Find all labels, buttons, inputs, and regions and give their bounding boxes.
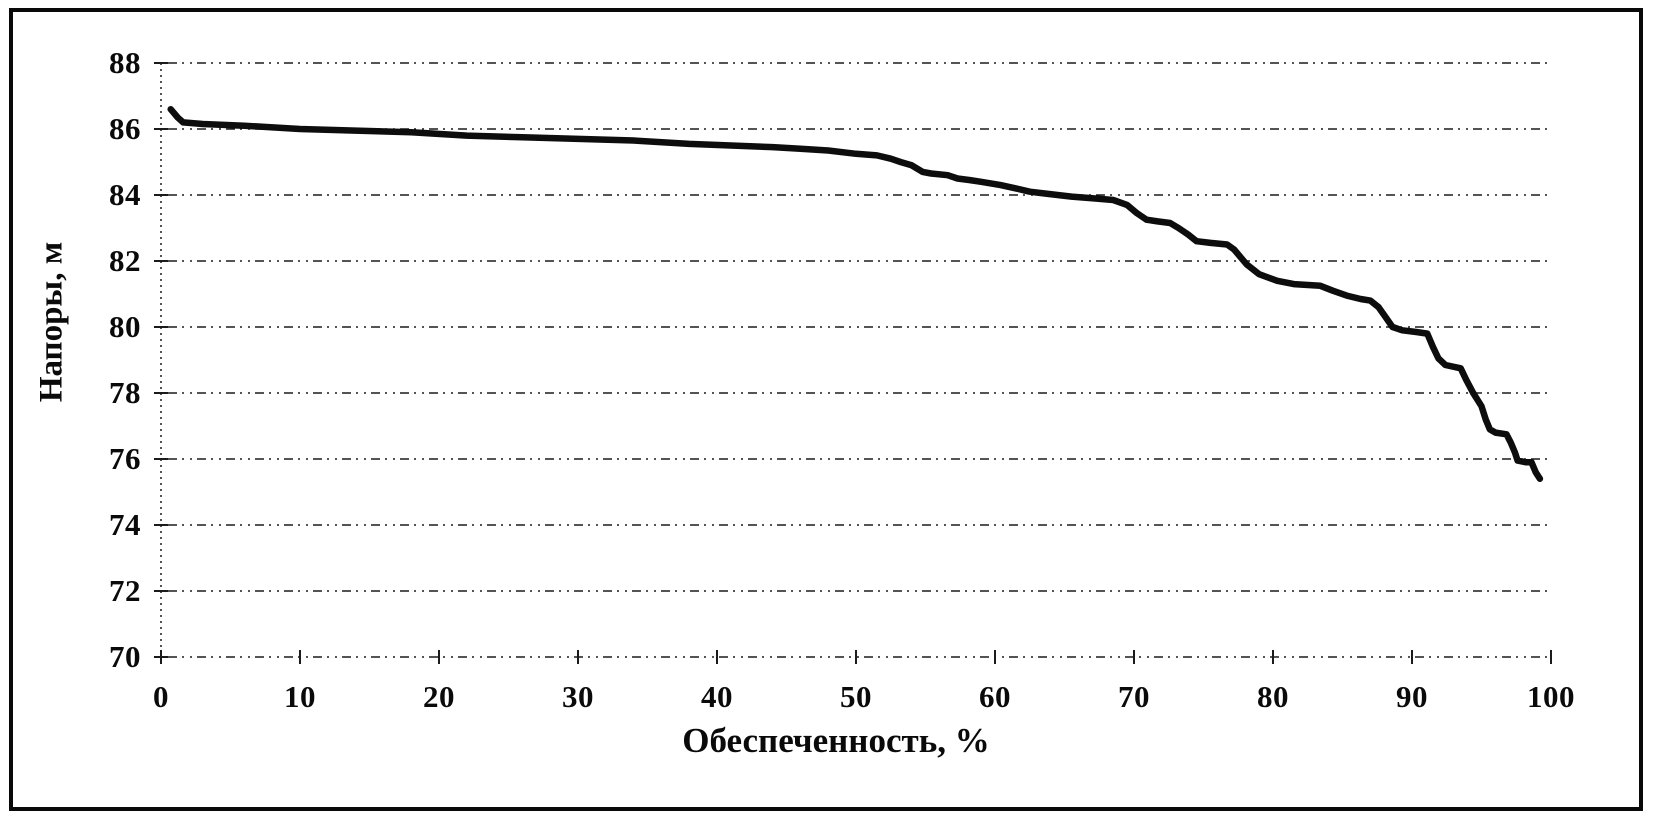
- x-tick-label: 0: [153, 679, 169, 714]
- y-tick-label: 86: [109, 111, 141, 146]
- y-tick-label: 80: [109, 309, 141, 344]
- y-axis-title: Напоры, м: [33, 241, 70, 403]
- x-tick-label: 50: [840, 679, 872, 714]
- figure-frame: [9, 8, 1643, 811]
- y-tick-label: 76: [109, 441, 141, 476]
- y-tick-label: 88: [109, 45, 141, 80]
- y-tick-label: 70: [109, 639, 141, 674]
- y-tick-label: 84: [109, 177, 141, 212]
- series-line-head-duration-curve: [167, 105, 1544, 483]
- x-tick-label: 90: [1396, 679, 1428, 714]
- x-tick-label: 20: [423, 679, 455, 714]
- x-tick-label: 40: [701, 679, 733, 714]
- y-tick-label: 72: [109, 573, 141, 608]
- x-tick-label: 60: [979, 679, 1011, 714]
- y-tick-label: 78: [109, 375, 141, 410]
- y-tick-label: 82: [109, 243, 141, 278]
- x-axis-title: Обеспеченность, %: [682, 721, 990, 760]
- x-tick-label: 10: [284, 679, 316, 714]
- x-tick-label: 100: [1527, 679, 1575, 714]
- x-tick-label: 70: [1118, 679, 1150, 714]
- x-tick-label: 30: [562, 679, 594, 714]
- x-tick-label: 80: [1257, 679, 1289, 714]
- y-tick-label: 74: [109, 507, 141, 542]
